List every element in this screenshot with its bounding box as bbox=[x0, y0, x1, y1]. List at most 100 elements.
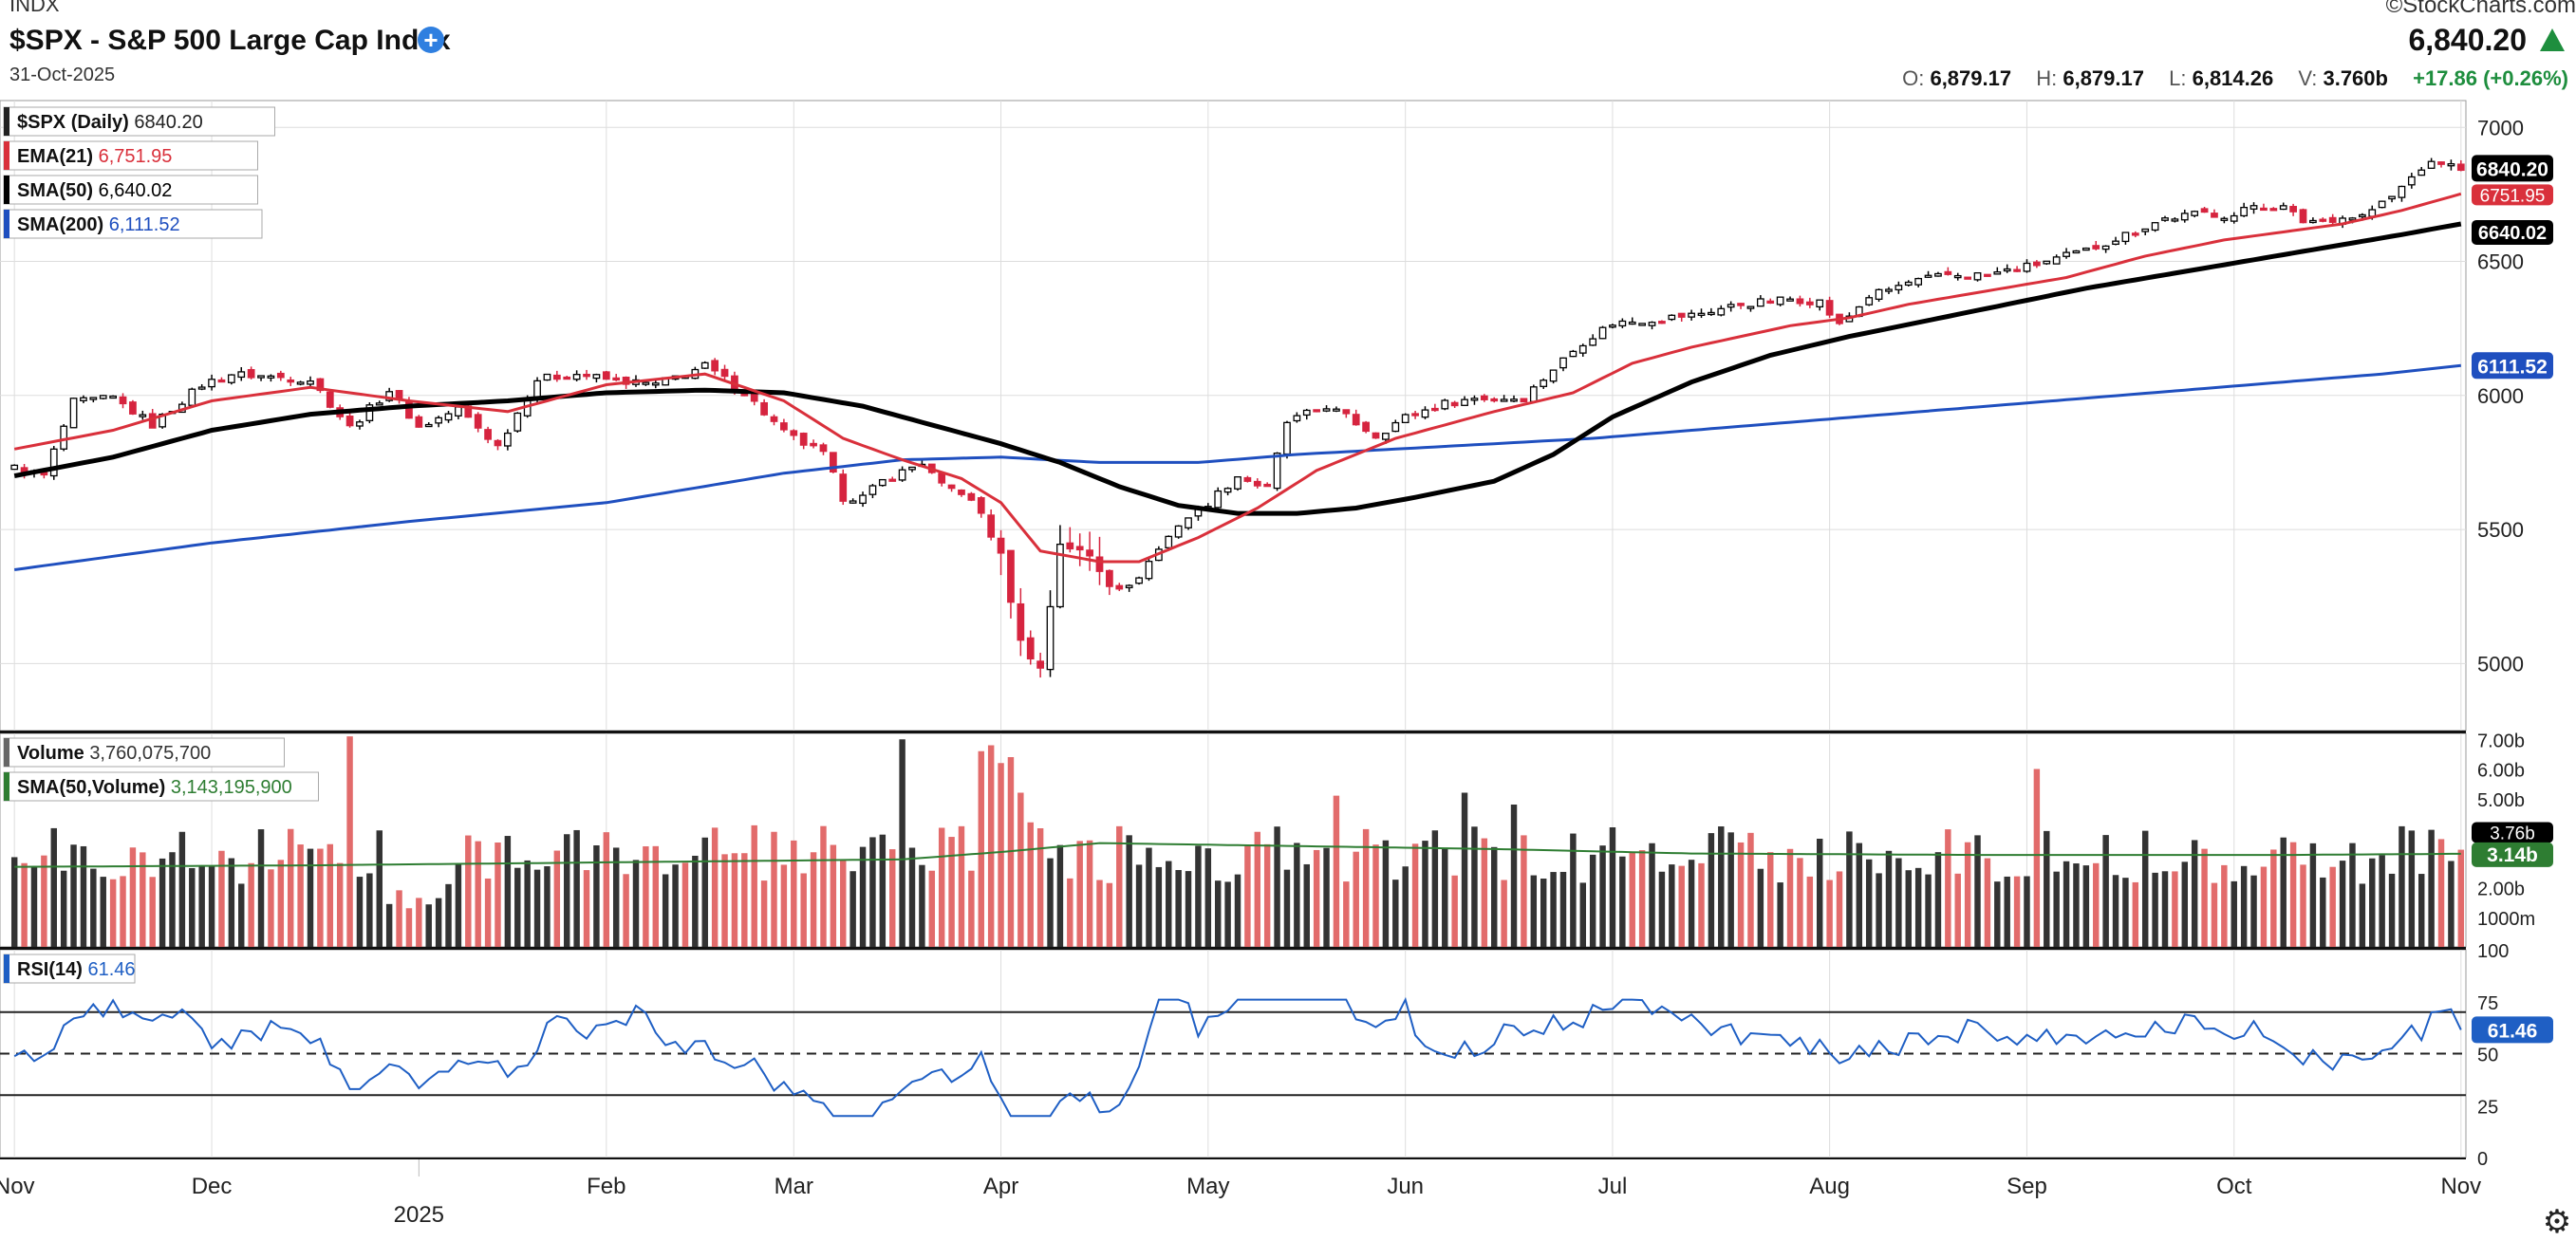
price-candle bbox=[1086, 549, 1093, 557]
volume-bar bbox=[100, 877, 106, 947]
chart-title: $SPX - S&P 500 Large Cap Index bbox=[9, 25, 451, 56]
volume-bar bbox=[21, 862, 28, 947]
volume-bar bbox=[2221, 864, 2228, 947]
legend-box bbox=[3, 737, 285, 768]
volume-bar bbox=[2044, 830, 2050, 947]
price-candle bbox=[2180, 213, 2189, 221]
volume-bar bbox=[987, 745, 995, 947]
chart-date: 31-Oct-2025 bbox=[9, 65, 116, 85]
price-candle bbox=[484, 429, 492, 440]
price-candle bbox=[119, 396, 127, 405]
volume-bar bbox=[632, 860, 640, 947]
price-candle bbox=[129, 401, 137, 415]
volume-bar bbox=[80, 845, 87, 947]
volume-bar bbox=[178, 831, 186, 947]
price-candle bbox=[898, 469, 906, 481]
gear-icon[interactable]: ⚙ bbox=[2542, 1204, 2572, 1240]
volume-bar bbox=[1945, 829, 1951, 947]
volume-bar bbox=[2122, 878, 2129, 947]
volume-bar bbox=[1806, 876, 1814, 947]
legend-entry: SMA(200) 6,111.52 bbox=[17, 214, 180, 235]
volume-bar bbox=[336, 862, 344, 947]
volume-bar bbox=[2033, 769, 2041, 947]
volume-tag-label: 3.14b bbox=[2487, 844, 2538, 866]
volume-bar bbox=[495, 842, 501, 947]
volume-bar bbox=[1372, 844, 1379, 947]
volume-bar bbox=[475, 841, 481, 947]
price-candle bbox=[435, 417, 442, 424]
legend-swatch bbox=[4, 141, 9, 170]
price-candle bbox=[2456, 163, 2465, 172]
volume-bar bbox=[810, 852, 817, 947]
rsi-tick-label: 100 bbox=[2477, 941, 2509, 962]
price-candle bbox=[2101, 245, 2110, 250]
volume-bar bbox=[1688, 860, 1695, 947]
volume-bar bbox=[2270, 849, 2277, 947]
price-candle bbox=[276, 372, 285, 379]
volume-bar bbox=[159, 858, 166, 947]
price-candle bbox=[1411, 413, 1419, 417]
price-candle bbox=[799, 433, 808, 446]
volume-sma-line bbox=[14, 842, 2461, 868]
price-candle bbox=[868, 485, 877, 495]
price-candle bbox=[849, 500, 857, 504]
brand-logo[interactable]: ©StockCharts.com bbox=[2385, 0, 2576, 18]
rsi-tick-label: 25 bbox=[2477, 1097, 2498, 1118]
volume-bar bbox=[10, 857, 18, 947]
volume-bar bbox=[643, 846, 649, 947]
price-candle bbox=[197, 386, 206, 390]
volume-bar bbox=[1254, 831, 1261, 947]
volume-bar bbox=[751, 824, 757, 947]
volume-bar bbox=[70, 844, 77, 947]
price-candle bbox=[2358, 213, 2366, 218]
volume-bar bbox=[1521, 835, 1527, 947]
open-value: 6,879.17 bbox=[1930, 66, 2012, 90]
rsi-tick-label: 50 bbox=[2477, 1046, 2498, 1066]
add-icon[interactable]: + bbox=[418, 27, 444, 53]
volume-bar bbox=[928, 870, 936, 947]
price-candle bbox=[2260, 207, 2268, 212]
price-candle bbox=[1214, 490, 1223, 509]
volume-bar bbox=[1816, 839, 1823, 947]
price-candle bbox=[326, 391, 334, 408]
price-candle bbox=[888, 478, 897, 482]
volume-bar bbox=[1422, 841, 1428, 947]
volume-bar bbox=[1876, 873, 1882, 947]
volume-bar bbox=[1846, 831, 1853, 947]
price-candle bbox=[2023, 262, 2031, 272]
volume-bar bbox=[2082, 865, 2090, 947]
price-tag bbox=[2472, 184, 2553, 206]
price-candle bbox=[80, 397, 87, 401]
volume-bar bbox=[2437, 839, 2445, 947]
price-candle bbox=[356, 421, 364, 427]
volume-bar bbox=[1411, 843, 1419, 947]
volume-bar bbox=[672, 864, 679, 947]
price-candle bbox=[1322, 408, 1331, 412]
volume-value: 3.760b bbox=[2323, 66, 2388, 90]
volume-bar bbox=[1905, 870, 1912, 947]
volume-bar bbox=[2280, 837, 2287, 947]
x-tick-label: Apr bbox=[983, 1174, 1018, 1199]
volume-bar bbox=[2369, 858, 2376, 947]
volume-bar bbox=[1737, 842, 1745, 947]
up-arrow-icon bbox=[2540, 28, 2565, 51]
price-candle bbox=[1904, 281, 1913, 287]
volume-bar bbox=[1096, 880, 1103, 947]
volume-bar bbox=[1343, 881, 1350, 947]
legend-swatch bbox=[4, 954, 9, 983]
price-candle bbox=[1766, 300, 1775, 305]
price-candle bbox=[810, 442, 817, 447]
volume-bar bbox=[2181, 861, 2189, 947]
legend-swatch bbox=[4, 176, 9, 204]
price-candle bbox=[1520, 398, 1528, 403]
open-label: O: bbox=[1902, 66, 1925, 90]
volume-bar bbox=[1056, 844, 1064, 947]
price-candle bbox=[1776, 296, 1784, 306]
volume-bar bbox=[2289, 842, 2297, 947]
price-candle bbox=[2191, 211, 2199, 216]
price-candle bbox=[1046, 605, 1055, 671]
volume-bar bbox=[1481, 838, 1488, 947]
volume-bar bbox=[465, 835, 472, 947]
y-tick-label: 5000 bbox=[2477, 652, 2524, 676]
